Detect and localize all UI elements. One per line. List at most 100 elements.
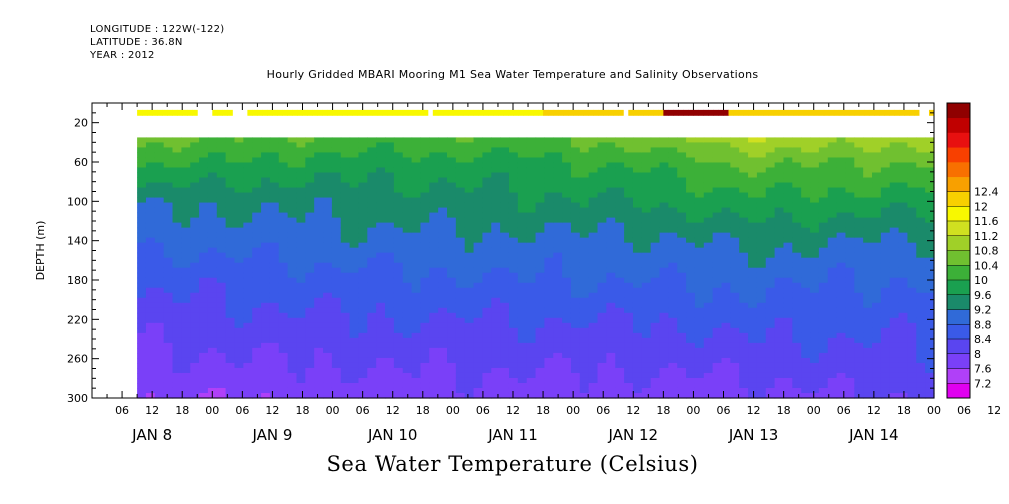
heatmap-cell: [305, 292, 315, 299]
heatmap-cell: [765, 347, 776, 354]
heatmap-cell: [818, 257, 829, 264]
heatmap-cell: [827, 137, 838, 144]
heatmap-cell: [650, 237, 661, 244]
heatmap-cell: [367, 172, 377, 179]
heatmap-cell: [668, 217, 678, 224]
heatmap-cell: [172, 267, 182, 274]
heatmap-cell: [553, 192, 563, 199]
heatmap-cell: [216, 277, 227, 284]
heatmap-cell: [916, 222, 926, 229]
heatmap-cell: [190, 177, 200, 184]
heatmap-cell: [447, 182, 457, 189]
heatmap-cell: [296, 207, 306, 214]
heatmap-cell: [615, 167, 625, 174]
heatmap-cell: [668, 302, 678, 309]
heatmap-cell: [526, 317, 537, 324]
heatmap-cell: [287, 212, 298, 219]
heatmap-cell: [694, 247, 705, 254]
surface-cell: [563, 109, 569, 116]
heatmap-cell: [650, 352, 661, 359]
surface-cell: [372, 109, 379, 116]
surface-cell: [227, 109, 233, 116]
surface-cell: [257, 109, 263, 116]
heatmap-cell: [314, 282, 324, 289]
heatmap-cell: [145, 207, 156, 214]
heatmap-cell: [508, 267, 519, 274]
heatmap-cell: [632, 267, 643, 274]
heatmap-cell: [526, 297, 537, 304]
heatmap-cell: [765, 352, 776, 359]
heatmap-cell: [765, 252, 776, 259]
heatmap-cell: [455, 167, 466, 174]
heatmap-cell: [340, 152, 351, 159]
heatmap-cell: [765, 272, 776, 279]
heatmap-cell: [261, 157, 271, 164]
heatmap-cell: [668, 267, 678, 274]
heatmap-cell: [818, 307, 829, 314]
heatmap-cell: [686, 382, 696, 389]
heatmap-cell: [393, 262, 404, 269]
heatmap-cell: [827, 382, 838, 389]
heatmap-cell: [464, 307, 475, 314]
heatmap-cell: [703, 167, 714, 174]
heatmap-cell: [632, 382, 643, 389]
heatmap-cell: [880, 207, 891, 214]
surface-cell: [357, 109, 364, 116]
heatmap-cell: [216, 367, 227, 374]
heatmap-cell: [526, 162, 537, 169]
heatmap-cell: [526, 307, 537, 314]
heatmap-cell: [624, 322, 634, 329]
heatmap-cell: [845, 197, 855, 204]
heatmap-cell: [172, 167, 182, 174]
heatmap-cell: [269, 232, 280, 239]
heatmap-cell: [810, 347, 820, 354]
heatmap-cell: [411, 302, 422, 309]
heatmap-cell: [765, 297, 776, 304]
heatmap-cell: [650, 362, 661, 369]
longitude-label: LONGITUDE : 122W(-122): [90, 24, 225, 35]
heatmap-cell: [438, 367, 448, 374]
heatmap-cell: [703, 287, 714, 294]
heatmap-cell: [172, 147, 182, 154]
heatmap-cell: [137, 222, 147, 229]
heatmap-cell: [216, 377, 227, 384]
heatmap-cell: [305, 142, 315, 149]
heatmap-cell: [916, 202, 926, 209]
heatmap-cell: [588, 322, 599, 329]
heatmap-cell: [650, 302, 661, 309]
heatmap-cell: [836, 227, 847, 234]
heatmap-cell: [402, 267, 413, 274]
heatmap-cell: [703, 232, 714, 239]
heatmap-cell: [234, 317, 244, 324]
heatmap-cell: [659, 152, 669, 159]
heatmap-cell: [438, 157, 448, 164]
heatmap-cell: [624, 137, 634, 144]
heatmap-cell: [907, 162, 917, 169]
heatmap-cell: [225, 252, 236, 259]
heatmap-cell: [845, 147, 855, 154]
heatmap-cell: [340, 292, 351, 299]
heatmap-cell: [278, 392, 289, 399]
heatmap-cell: [402, 372, 413, 379]
heatmap-cell: [686, 167, 696, 174]
surface-cell: [177, 109, 183, 116]
heatmap-cell: [491, 257, 501, 264]
heatmap-cell: [491, 192, 501, 199]
heatmap-cell: [269, 167, 280, 174]
heatmap-cell: [659, 252, 669, 259]
heatmap-cell: [916, 317, 926, 324]
heatmap-cell: [765, 317, 776, 324]
heatmap-cell: [801, 332, 811, 339]
heatmap-cell: [447, 222, 457, 229]
heatmap-cell: [447, 337, 457, 344]
heatmap-cell: [181, 302, 191, 309]
heatmap-cell: [863, 287, 873, 294]
heatmap-cell: [916, 162, 926, 169]
heatmap-cell: [765, 312, 776, 319]
heatmap-cell: [411, 267, 422, 274]
heatmap-cell: [464, 232, 475, 239]
heatmap-cell: [597, 342, 607, 349]
heatmap-cell: [154, 292, 165, 299]
heatmap-cell: [402, 337, 413, 344]
heatmap-cell: [712, 232, 723, 239]
